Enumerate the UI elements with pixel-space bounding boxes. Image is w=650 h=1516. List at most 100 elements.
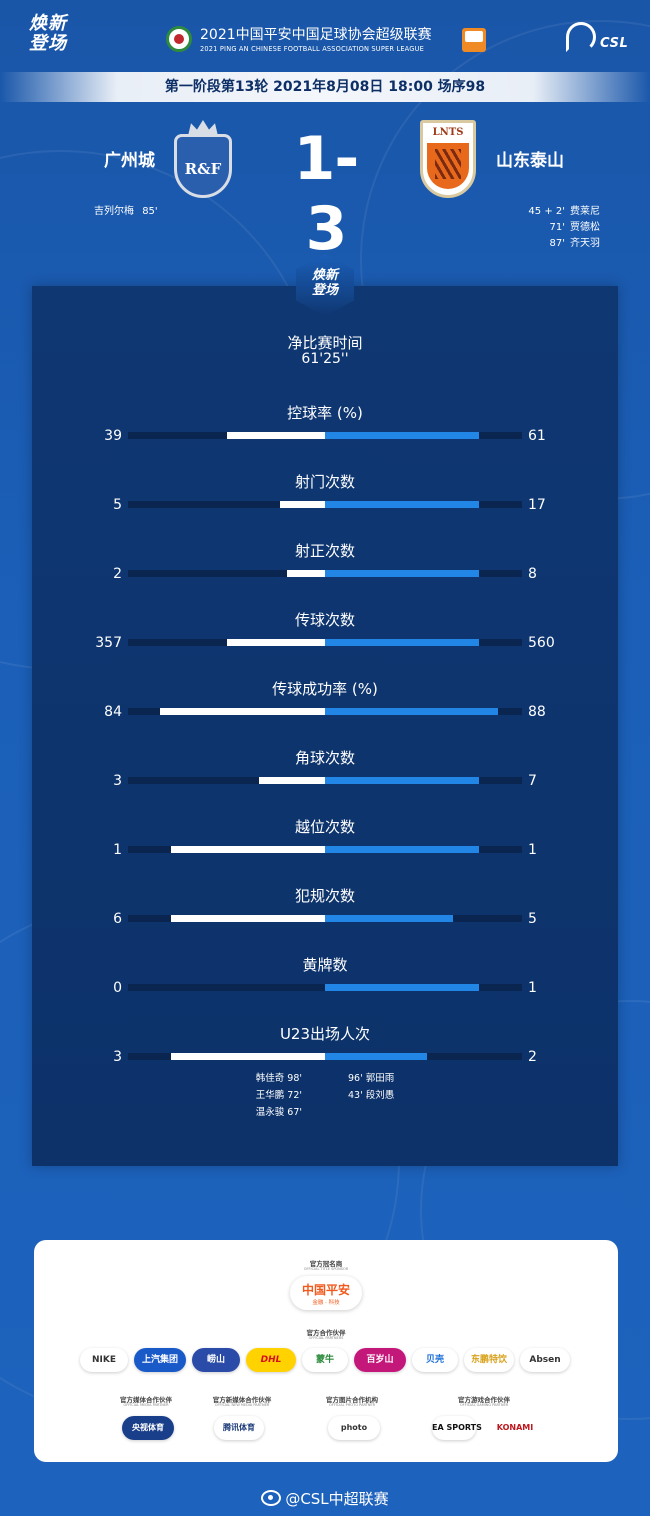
stat-label: 传球成功率 (%): [272, 680, 378, 698]
stat-home-bar: [227, 639, 325, 646]
stat-away-value: 61: [528, 428, 546, 444]
away-scorers: 45 + 2' 费莱尼 71' 贾德松 87' 齐天羽: [470, 204, 600, 252]
stat-label: 传球次数: [294, 611, 355, 629]
stat-away-bar: [325, 846, 479, 853]
stat-away-value: 1: [528, 842, 537, 858]
scorer-row: 45 + 2' 费莱尼: [470, 204, 600, 220]
new-media-sub: OFFICIAL NEW MEDIA PARTNER: [214, 1403, 270, 1407]
scorer-row: 87' 齐天羽: [470, 236, 600, 252]
media-konami-logo[interactable]: KONAMI: [484, 1416, 546, 1440]
csl-logo: CSL: [566, 22, 632, 52]
stat-row: 控球率 (%) 39 61: [0, 402, 650, 462]
partner-saic-logo[interactable]: 上汽集团: [134, 1348, 186, 1372]
stat-away-bar: [325, 501, 479, 508]
stat-home-value: 6: [113, 911, 122, 927]
new-media-heading: 官方新媒体合作伙伴: [212, 1396, 272, 1404]
partner-beike-logo[interactable]: 贝壳: [412, 1348, 458, 1372]
partner-laoshan-logo[interactable]: 崂山: [192, 1348, 240, 1372]
scorer-minute: 71': [549, 222, 565, 233]
panel-badge-text: 焕新 登场: [296, 268, 354, 298]
gaming-partner-sub: OFFICIAL GAMING PARTNER: [459, 1403, 509, 1407]
partners-heading: 官方合作伙伴: [306, 1329, 346, 1337]
media-photo-logo[interactable]: photo: [328, 1416, 380, 1440]
scorer-name: 吉列尔梅: [94, 206, 134, 217]
stat-row: U23出场人次 3 2: [0, 1023, 650, 1083]
pingan-badge-icon: [462, 28, 486, 52]
u23-player-minute: 72': [287, 1090, 302, 1101]
away-crest-text: LNTS: [432, 127, 464, 138]
partner-absen-logo[interactable]: Absen: [520, 1348, 570, 1372]
stat-away-value: 2: [528, 1049, 537, 1065]
u23-player-minute: 67': [287, 1107, 302, 1118]
partner-dhl-logo[interactable]: DHL: [246, 1348, 296, 1372]
stat-label: 射正次数: [294, 542, 355, 560]
brand-line1: 焕新: [29, 13, 67, 34]
csl-wave-icon: [566, 22, 596, 52]
stat-away-bar: [325, 984, 479, 991]
home-team-crest: R&F: [170, 120, 236, 200]
partner-dongpeng-logo[interactable]: 东鹏特饮: [464, 1348, 514, 1372]
stat-home-value: 84: [104, 704, 122, 720]
stat-away-bar: [325, 915, 453, 922]
u23-away-players: 96' 郭田雨 43' 段刘愚: [348, 1070, 428, 1104]
stat-home-value: 1: [113, 842, 122, 858]
stat-away-value: 5: [528, 911, 537, 927]
stat-home-bar: [171, 915, 325, 922]
stat-home-bar: [160, 708, 325, 715]
title-sponsor-heading: 官方冠名商: [309, 1260, 343, 1268]
u23-home-players: 韩佳奇 98' 王华鹏 72' 温永骏 67': [240, 1070, 302, 1121]
u23-player-minute: 98': [287, 1073, 302, 1084]
score: 1-3: [293, 124, 360, 264]
u23-player-name: 韩佳奇: [255, 1073, 285, 1084]
media-partner-sub: OFFICIAL MEDIA PARTNER: [123, 1403, 169, 1407]
scorer-minute: 87': [549, 238, 565, 249]
u23-player-name: 温永骏: [255, 1107, 285, 1118]
stat-label: 越位次数: [294, 818, 355, 836]
home-scorers: 吉列尔梅 85': [94, 204, 158, 220]
u23-player-row: 43' 段刘愚: [348, 1087, 428, 1104]
stat-home-bar: [259, 777, 325, 784]
stat-home-value: 39: [104, 428, 122, 444]
stat-row: 传球次数 357 560: [0, 609, 650, 669]
u23-player-name: 段刘愚: [365, 1090, 395, 1101]
stat-row: 传球成功率 (%) 84 88: [0, 678, 650, 738]
media-tencent-logo[interactable]: 腾讯体育: [214, 1416, 264, 1440]
weibo-icon: [261, 1490, 282, 1506]
partner-ganten-logo[interactable]: 百岁山: [354, 1348, 406, 1372]
csl-text: CSL: [600, 36, 629, 51]
media-ea-logo[interactable]: EA SPORTS: [432, 1416, 482, 1440]
duration-label: 净比赛时间: [287, 334, 363, 352]
brand-line2: 登场: [29, 33, 67, 54]
footer: @CSL中超联赛: [0, 1488, 650, 1509]
stat-row: 射门次数 5 17: [0, 471, 650, 531]
gaming-partner-heading: 官方游戏合作伙伴: [458, 1396, 510, 1404]
stat-away-bar: [325, 570, 479, 577]
footer-account[interactable]: @CSL中超联赛: [285, 1490, 389, 1508]
stat-row: 黄牌数 0 1: [0, 954, 650, 1014]
u23-player-minute: 43': [348, 1090, 363, 1101]
pingan-logo[interactable]: 中国平安 金融 · 科技: [290, 1276, 362, 1310]
partner-mengniu-logo[interactable]: 蒙牛: [302, 1348, 348, 1372]
u23-player-row: 温永骏 67': [240, 1104, 302, 1121]
stat-label: 射门次数: [294, 473, 355, 491]
stat-home-value: 357: [95, 635, 122, 651]
sponsors-panel: 官方冠名商 OFFICIAL TITLE SPONSOR 中国平安 金融 · 科…: [34, 1240, 618, 1462]
stat-home-value: 5: [113, 497, 122, 513]
stat-away-bar: [325, 708, 498, 715]
partner-nike-logo[interactable]: NIKE: [80, 1348, 128, 1372]
stat-away-value: 560: [528, 635, 555, 651]
stat-row: 越位次数 1 1: [0, 816, 650, 876]
scorer-name: 贾德松: [570, 222, 600, 233]
league-title: 2021中国平安中国足球协会超级联赛: [200, 27, 432, 43]
scorer-row: 71' 贾德松: [470, 220, 600, 236]
stat-away-value: 88: [528, 704, 546, 720]
scorer-row: 吉列尔梅 85': [94, 204, 158, 220]
home-crest-text: R&F: [184, 160, 222, 178]
stat-home-bar: [171, 846, 325, 853]
home-team-name: 广州城: [104, 151, 155, 171]
match-info: 第一阶段第13轮 2021年8月08日 18:00 场序98: [0, 72, 650, 102]
media-cctv-logo[interactable]: 央视体育: [122, 1416, 174, 1440]
u23-player-name: 郭田雨: [365, 1073, 395, 1084]
stat-label: 角球次数: [294, 749, 355, 767]
stat-away-bar: [325, 1053, 427, 1060]
